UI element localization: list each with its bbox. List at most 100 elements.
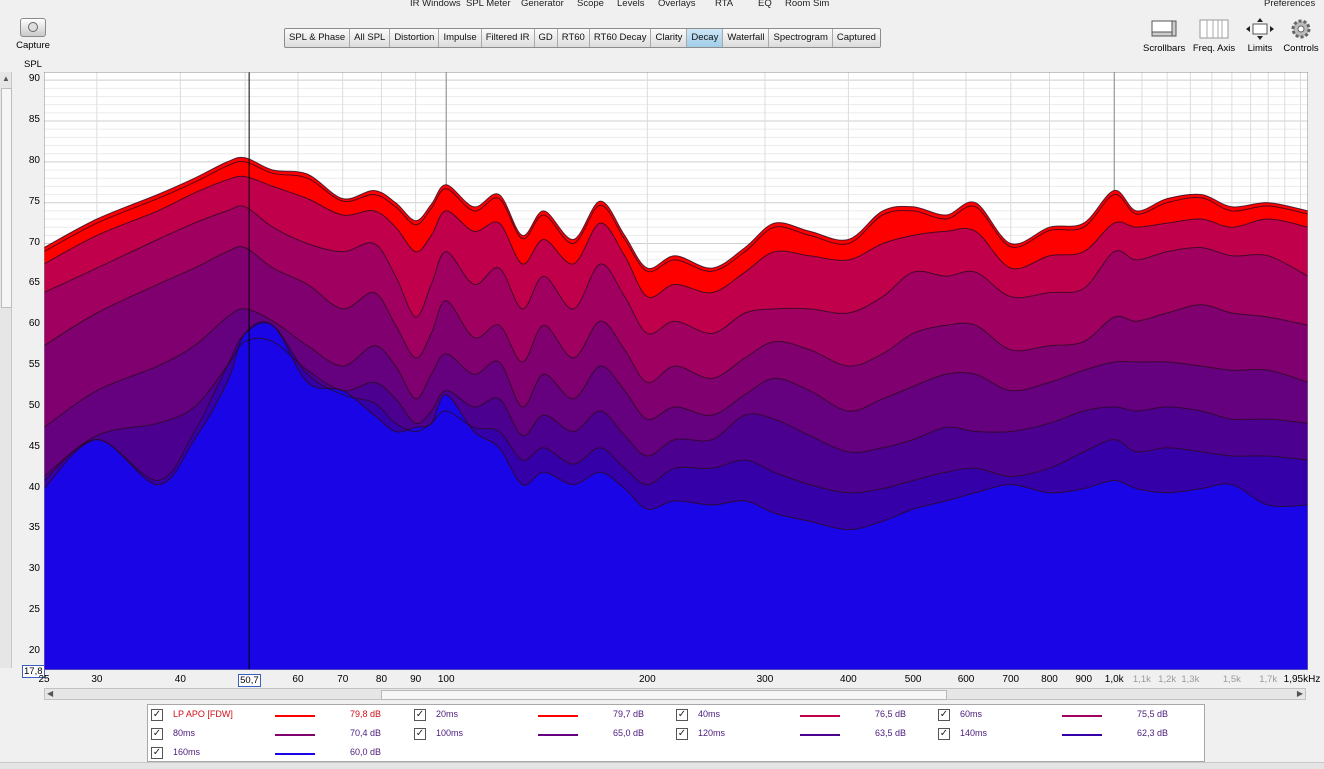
x-tick-label: 100	[437, 674, 455, 685]
tab-rt60[interactable]: RT60	[558, 29, 590, 47]
y-tick-label: 20	[28, 645, 40, 657]
legend-swatch	[538, 715, 578, 717]
tab-spl-phase[interactable]: SPL & Phase	[285, 29, 351, 47]
decay-line-20ms	[44, 160, 1308, 273]
y-tick-label: 45	[28, 440, 40, 452]
limits-label: Limits	[1247, 43, 1273, 54]
legend-checkbox[interactable]: ✓	[151, 709, 163, 721]
x-tick-label: 400	[840, 674, 857, 685]
limits-button[interactable]: Limits	[1244, 18, 1276, 54]
menu-scope[interactable]: Scope	[577, 0, 604, 9]
y-tick-label: 80	[28, 154, 40, 166]
legend-value: 65,0 dB	[612, 728, 644, 738]
legend-series-name: 80ms	[173, 728, 196, 738]
tab-all-spl[interactable]: All SPL	[350, 29, 391, 47]
tab-clarity[interactable]: Clarity	[651, 29, 688, 47]
tab-impulse[interactable]: Impulse	[439, 29, 482, 47]
decay-line-100ms	[44, 308, 1308, 428]
legend-swatch	[1062, 715, 1102, 717]
arrows-icon	[1245, 18, 1275, 40]
legend-checkbox[interactable]: ✓	[676, 728, 688, 740]
legend-checkbox[interactable]: ✓	[938, 728, 950, 740]
legend-checkbox[interactable]: ✓	[938, 709, 950, 721]
decay-area-160ms	[44, 321, 1308, 670]
capture-button[interactable]: Capture	[14, 18, 52, 51]
x-tick-label: 25	[38, 674, 50, 685]
x-tick-label: 1,5k	[1222, 674, 1241, 685]
tab-filtered-ir[interactable]: Filtered IR	[482, 29, 535, 47]
legend-item: ✓ 160ms 60,0 dB	[151, 744, 391, 762]
tab-waterfall[interactable]: Waterfall	[723, 29, 770, 47]
horizontal-scrollbar[interactable]: ◀ ▶	[44, 688, 1306, 700]
decay-line-80ms	[44, 246, 1308, 384]
controls-button[interactable]: Controls	[1283, 18, 1319, 54]
legend-checkbox[interactable]: ✓	[151, 728, 163, 740]
tab-gd[interactable]: GD	[535, 29, 558, 47]
y-tick-label: 70	[28, 236, 40, 248]
scroll-left-icon[interactable]: ◀	[47, 689, 54, 698]
freq-axis-label: Freq. Axis	[1192, 43, 1236, 54]
x-tick-label: 300	[756, 674, 774, 685]
legend-value: 60,0 dB	[349, 747, 381, 757]
legend-value: 70,4 dB	[349, 728, 381, 738]
legend-item: ✓ 80ms 70,4 dB	[151, 725, 391, 743]
menu-levels[interactable]: Levels	[617, 0, 645, 9]
legend-checkbox[interactable]: ✓	[414, 709, 426, 721]
legend-series-name: 60ms	[960, 709, 983, 719]
x-tick-label: 200	[638, 674, 656, 685]
tab-captured[interactable]: Captured	[836, 32, 876, 43]
legend-swatch	[275, 734, 315, 736]
legend-checkbox[interactable]: ✓	[151, 747, 163, 759]
vertical-scrollbar[interactable]: ▲	[0, 72, 12, 668]
decay-line-60ms	[44, 205, 1308, 335]
x-axis-end-label: 1,95kHz	[1283, 674, 1321, 685]
x-tick-label: 500	[904, 674, 922, 685]
legend-series-name: LP APO [FDW]	[173, 709, 233, 719]
decay-line-140ms	[44, 322, 1308, 494]
menu-room-sim[interactable]: Room Sim	[785, 0, 830, 9]
legend-checkbox[interactable]: ✓	[676, 709, 688, 721]
tab-distortion[interactable]: Distortion	[390, 29, 440, 47]
vertical-scrollbar-thumb[interactable]	[1, 88, 12, 308]
decay-line-40ms	[44, 175, 1308, 299]
menu-generator[interactable]: Generator	[521, 0, 564, 9]
legend-swatch	[800, 734, 840, 736]
tab-spectrogram[interactable]: Spectrogram	[769, 29, 833, 47]
cursor-frequency-box[interactable]: 50,7	[238, 674, 261, 687]
y-tick-label: 50	[28, 399, 40, 411]
y-tick-label: 75	[28, 195, 40, 207]
decay-lines	[44, 156, 1308, 531]
tab-rt60-decay[interactable]: RT60 Decay	[590, 29, 652, 47]
freq-axis-button[interactable]: Freq. Axis	[1192, 18, 1236, 54]
y-tick-label: 35	[28, 522, 40, 534]
legend-item: ✓ 100ms 65,0 dB	[414, 725, 654, 743]
horizontal-scrollbar-thumb[interactable]	[381, 690, 947, 700]
x-tick-label: 1,7k	[1259, 674, 1278, 685]
menu-preferences[interactable]: Preferences	[1264, 0, 1316, 9]
decay-plot[interactable]	[44, 72, 1308, 670]
scroll-up-icon[interactable]: ▲	[2, 74, 10, 83]
legend-series-name: 120ms	[698, 728, 726, 738]
legend-value: 79,7 dB	[612, 709, 644, 719]
scrollbars-button[interactable]: Scrollbars	[1143, 18, 1185, 54]
tab-decay[interactable]: Decay	[687, 29, 724, 47]
x-tick-label: 1,0k	[1104, 674, 1124, 685]
y-tick-label: 90	[28, 73, 40, 85]
scroll-right-icon[interactable]: ▶	[1296, 689, 1303, 698]
legend-value: 62,3 dB	[1136, 728, 1168, 738]
legend-item: ✓ 120ms 63,5 dB	[676, 725, 916, 743]
legend-value: 75,5 dB	[1136, 709, 1168, 719]
menu-spl-meter[interactable]: SPL Meter	[466, 0, 511, 9]
legend-checkbox[interactable]: ✓	[414, 728, 426, 740]
menu-rta[interactable]: RTA	[715, 0, 734, 9]
menu-ir-windows[interactable]: IR Windows	[410, 0, 461, 9]
menu-eq[interactable]: EQ	[758, 0, 772, 9]
menu-overlays[interactable]: Overlays	[658, 0, 696, 9]
y-min-box[interactable]: 17,8	[22, 665, 45, 678]
legend-swatch	[275, 715, 315, 717]
x-tick-label: 700	[1002, 674, 1020, 685]
legend-series-name: 40ms	[698, 709, 721, 719]
y-tick-label: 60	[28, 318, 40, 330]
y-tick-label: 30	[28, 563, 40, 575]
x-tick-label: 1,3k	[1181, 674, 1200, 685]
